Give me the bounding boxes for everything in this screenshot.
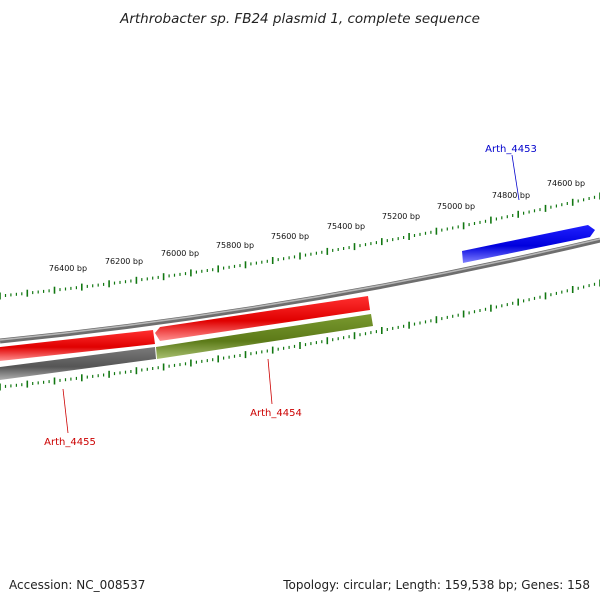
tick-label: 75200 bp — [382, 212, 420, 221]
tick-label: 75600 bp — [271, 232, 309, 241]
length-label: Length: — [395, 578, 441, 592]
tick-label: 75400 bp — [327, 222, 365, 231]
inner-tick-ring — [0, 279, 600, 391]
length-value: 159,538 bp — [444, 578, 514, 592]
tick-label: 74800 bp — [492, 191, 530, 200]
accession-value: NC_008537 — [76, 578, 146, 592]
tick-label: 74600 bp — [547, 179, 585, 188]
accession-label: Accession: — [9, 578, 73, 592]
genes-label: Genes: — [521, 578, 564, 592]
gene-label-arth-4454[interactable]: Arth_4454 — [250, 408, 302, 419]
plasmid-backbone-highlight — [0, 238, 600, 341]
tick-label: 75000 bp — [437, 202, 475, 211]
tick-label: 76200 bp — [105, 257, 143, 266]
feature-gray — [0, 347, 156, 380]
tick-label: 76000 bp — [161, 249, 199, 258]
leader-line-arth-4455 — [62, 388, 69, 434]
summary-footer: Topology: circular; Length: 159,538 bp; … — [283, 578, 590, 592]
accession-footer: Accession: NC_008537 — [9, 578, 145, 592]
gene-arth-4454[interactable] — [155, 296, 370, 341]
gene-label-arth-4453[interactable]: Arth_4453 — [485, 144, 537, 155]
plasmid-backbone — [0, 237, 600, 344]
leader-line-arth-4454 — [267, 358, 273, 405]
tick-label: 75800 bp — [216, 241, 254, 250]
tick-label: 76400 bp — [49, 264, 87, 273]
gene-arth-4455[interactable] — [0, 330, 155, 361]
topology-label: Topology: — [283, 578, 340, 592]
outer-tick-ring — [0, 192, 600, 300]
gene-arth-4453[interactable] — [462, 225, 595, 263]
leader-line-arth-4453 — [511, 154, 520, 201]
feature-green — [156, 314, 373, 359]
genes-value: 158 — [567, 578, 590, 592]
topology-value: circular — [343, 578, 388, 592]
tick-labels: 74600 bp 74800 bp 75000 bp 75200 bp 7540… — [49, 179, 585, 273]
map-title: Arthrobacter sp. FB24 plasmid 1, complet… — [119, 11, 480, 27]
gene-label-arth-4455[interactable]: Arth_4455 — [44, 437, 96, 448]
